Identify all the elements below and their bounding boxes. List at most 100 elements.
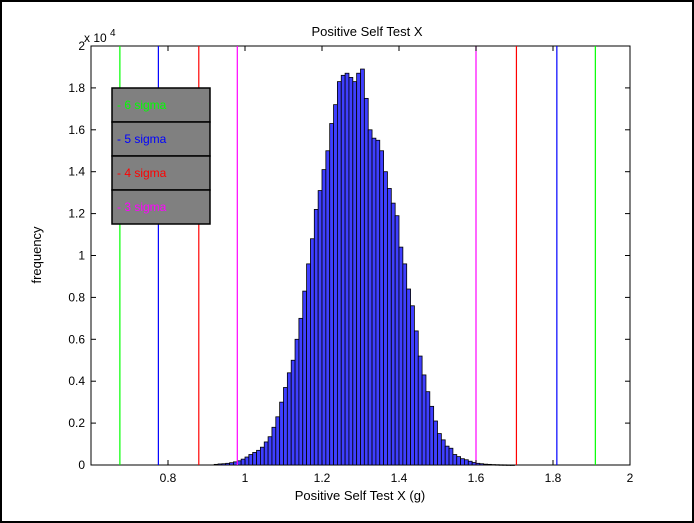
legend-entry-box [111, 87, 211, 123]
histogram-bar [252, 452, 257, 466]
legend-entry-label: - 4 sigma [117, 166, 167, 180]
x-tick-label: 2 [627, 471, 634, 485]
histogram-bar [271, 426, 277, 466]
x-tick-label: 1.2 [314, 471, 331, 485]
y-tick-label: 1.8 [68, 81, 85, 95]
legend-entry-label: - 3 sigma [117, 200, 167, 214]
histogram-bar [325, 150, 331, 466]
histogram-bar [367, 129, 373, 466]
histogram-bar [348, 77, 354, 466]
histogram-bar [263, 441, 269, 466]
histogram-bar [487, 463, 492, 466]
y-tick-label: 1.2 [68, 207, 85, 221]
histogram-bar [379, 150, 384, 466]
histogram-bar [344, 72, 350, 466]
histogram-bar [490, 464, 496, 466]
histogram-bar [302, 290, 307, 466]
histogram-bar [417, 355, 423, 466]
histogram-bar [425, 391, 431, 466]
histogram-bar [383, 171, 388, 466]
histogram-bar [483, 463, 488, 466]
histogram-bar [506, 464, 512, 466]
histogram-bar [464, 459, 469, 466]
histogram-bar [310, 238, 315, 466]
histogram-bar [460, 458, 465, 466]
histogram-bar [510, 464, 515, 466]
y-tick-label: 2 [78, 39, 85, 53]
y-tick-label: 1.6 [68, 123, 85, 137]
y-axis-label: frequency [29, 226, 44, 284]
histogram-bar [336, 81, 342, 466]
histogram-bar [275, 416, 281, 466]
histogram-bar [306, 263, 311, 466]
histogram-bar [421, 374, 427, 466]
histogram-bar [317, 190, 323, 466]
y-tick-label: 0 [78, 458, 85, 472]
histogram-bar [456, 456, 461, 466]
histogram-bar [440, 439, 446, 466]
histogram-bar [352, 81, 358, 466]
histogram-bar [294, 338, 300, 466]
y-axis-exponent: x 10 4 [84, 28, 116, 45]
y-tick-label: 0.2 [68, 416, 85, 430]
histogram-bar [244, 456, 250, 466]
histogram-bar [390, 202, 396, 466]
histogram-bar [217, 463, 223, 466]
x-tick-label: 0.8 [160, 471, 177, 485]
histogram-bar [433, 420, 438, 466]
histogram-bar [494, 464, 500, 466]
histogram-bar [248, 454, 254, 466]
legend-entry-box [111, 189, 211, 225]
y-tick-label: 0.8 [68, 290, 85, 304]
x-tick-label: 1.4 [391, 471, 408, 485]
histogram-bar [467, 460, 473, 466]
histogram-bar [413, 330, 419, 466]
histogram-bar [298, 317, 304, 466]
histogram-bar [502, 464, 508, 466]
histogram-bar [448, 447, 454, 466]
histogram-bar [213, 463, 219, 466]
histogram-bar [290, 359, 296, 466]
histogram-bars [213, 68, 515, 466]
y-tick-label: 1.4 [68, 165, 85, 179]
x-tick-label: 1 [242, 471, 249, 485]
chart-title: Positive Self Test X [311, 24, 422, 39]
histogram-bar [375, 139, 381, 466]
legend-entry-label: - 5 sigma [117, 132, 167, 146]
y-axis-exponent-base: x 10 [84, 31, 107, 45]
histogram-bar [402, 263, 408, 466]
histogram-bar [313, 209, 319, 466]
histogram-bar [340, 74, 346, 466]
y-axis-exponent-power: 4 [110, 28, 116, 39]
histogram-bar [437, 433, 442, 466]
histogram-bar [452, 454, 458, 466]
histogram-bar [225, 462, 230, 466]
histogram-bar [283, 387, 288, 466]
legend: - 6 sigma - 5 sigma - 4 sigma - 3 sigma [111, 87, 211, 225]
histogram-bar [321, 169, 327, 466]
x-axis: 0.8 1 1.2 1.4 1.6 1.8 2 [160, 46, 634, 485]
y-tick-label: 0.6 [68, 332, 85, 346]
histogram-bar [267, 436, 273, 466]
histogram-bar [429, 405, 435, 466]
histogram-bar [444, 445, 450, 466]
legend-entry-label: - 6 sigma [117, 98, 167, 112]
y-tick-label: 1 [78, 249, 85, 263]
histogram-bar [259, 446, 265, 466]
histogram-bar [333, 104, 338, 466]
histogram-bar [387, 188, 392, 466]
y-tick-label: 0.4 [68, 374, 85, 388]
histogram-bar [394, 215, 400, 466]
x-axis-label: Positive Self Test X (g) [295, 488, 426, 503]
histogram-bar [371, 137, 377, 466]
histogram-bar [360, 68, 365, 466]
histogram-bar [329, 123, 334, 466]
histogram-bar [279, 401, 284, 466]
histogram-bar [363, 97, 369, 466]
histogram-bar [356, 72, 361, 466]
x-tick-label: 1.6 [468, 471, 485, 485]
histogram-bar [406, 288, 411, 466]
histogram-bar [221, 463, 227, 466]
